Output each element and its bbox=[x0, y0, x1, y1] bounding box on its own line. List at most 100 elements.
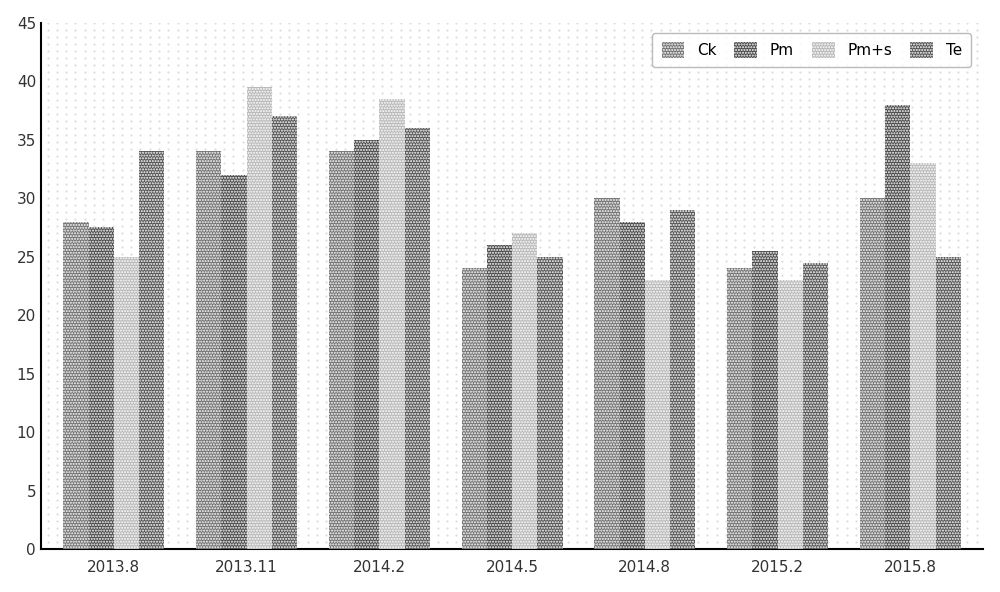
Point bbox=[876, 327, 892, 336]
Point bbox=[578, 109, 594, 118]
Point bbox=[764, 425, 780, 435]
Point bbox=[253, 165, 269, 175]
Point bbox=[588, 11, 604, 20]
Point bbox=[123, 446, 139, 456]
Point bbox=[486, 545, 502, 554]
Point bbox=[783, 306, 799, 316]
Point bbox=[588, 474, 604, 484]
Point bbox=[941, 439, 957, 449]
Point bbox=[699, 109, 715, 118]
Point bbox=[77, 257, 93, 266]
Point bbox=[40, 214, 56, 224]
Point bbox=[179, 369, 195, 378]
Point bbox=[290, 186, 306, 196]
Point bbox=[727, 201, 743, 210]
Point bbox=[913, 39, 929, 49]
Point bbox=[328, 130, 344, 140]
Point bbox=[402, 292, 418, 301]
Point bbox=[941, 18, 957, 27]
Point bbox=[179, 503, 195, 512]
Point bbox=[476, 88, 492, 98]
Point bbox=[616, 369, 632, 378]
Point bbox=[866, 425, 882, 435]
Point bbox=[281, 439, 297, 449]
Point bbox=[467, 292, 483, 301]
Point bbox=[290, 39, 306, 49]
Point bbox=[439, 186, 455, 196]
Point bbox=[969, 348, 985, 358]
Point bbox=[922, 334, 938, 343]
Point bbox=[355, 130, 371, 140]
Point bbox=[235, 257, 251, 266]
Point bbox=[160, 81, 176, 91]
Point bbox=[978, 165, 994, 175]
Point bbox=[755, 446, 771, 456]
Point bbox=[123, 348, 139, 358]
Point bbox=[532, 221, 548, 231]
Point bbox=[699, 545, 715, 554]
Point bbox=[541, 446, 557, 456]
Point bbox=[365, 369, 381, 378]
Point bbox=[699, 341, 715, 350]
Point bbox=[290, 116, 306, 126]
Point bbox=[160, 439, 176, 449]
Point bbox=[811, 88, 827, 98]
Point bbox=[114, 257, 130, 266]
Point bbox=[997, 214, 1000, 224]
Point bbox=[346, 327, 362, 336]
Point bbox=[718, 116, 734, 126]
Point bbox=[272, 81, 288, 91]
Point bbox=[272, 278, 288, 287]
Point bbox=[318, 523, 334, 533]
Point bbox=[523, 60, 539, 69]
Point bbox=[328, 439, 344, 449]
Point bbox=[625, 432, 641, 442]
Point bbox=[225, 292, 241, 301]
Point bbox=[132, 88, 148, 98]
Point bbox=[690, 144, 706, 154]
Point bbox=[476, 74, 492, 83]
Point bbox=[67, 257, 83, 266]
Point bbox=[978, 390, 994, 400]
Point bbox=[476, 467, 492, 477]
Point bbox=[411, 207, 427, 217]
Point bbox=[123, 320, 139, 329]
Point bbox=[959, 362, 975, 371]
Point bbox=[95, 214, 111, 224]
Point bbox=[374, 334, 390, 343]
Point bbox=[866, 25, 882, 34]
Point bbox=[987, 18, 1000, 27]
Point bbox=[197, 123, 213, 133]
Point bbox=[922, 152, 938, 161]
Point bbox=[866, 137, 882, 147]
Point bbox=[216, 432, 232, 442]
Point bbox=[671, 67, 687, 76]
Point bbox=[281, 172, 297, 182]
Point bbox=[792, 453, 808, 463]
Point bbox=[337, 362, 353, 371]
Point bbox=[105, 355, 121, 365]
Point bbox=[606, 397, 622, 407]
Point bbox=[225, 411, 241, 420]
Point bbox=[504, 263, 520, 273]
Point bbox=[216, 46, 232, 56]
Point bbox=[197, 530, 213, 540]
Point bbox=[848, 271, 864, 280]
Point bbox=[430, 530, 446, 540]
Point bbox=[309, 516, 325, 526]
Point bbox=[709, 39, 725, 49]
Point bbox=[207, 306, 223, 316]
Point bbox=[142, 81, 158, 91]
Point bbox=[244, 313, 260, 322]
Point bbox=[560, 95, 576, 105]
Point bbox=[67, 60, 83, 69]
Point bbox=[225, 383, 241, 392]
Point bbox=[894, 446, 910, 456]
Point bbox=[495, 390, 511, 400]
Point bbox=[690, 186, 706, 196]
Point bbox=[160, 299, 176, 308]
Point bbox=[318, 165, 334, 175]
Point bbox=[857, 88, 873, 98]
Point bbox=[681, 88, 697, 98]
Point bbox=[244, 39, 260, 49]
